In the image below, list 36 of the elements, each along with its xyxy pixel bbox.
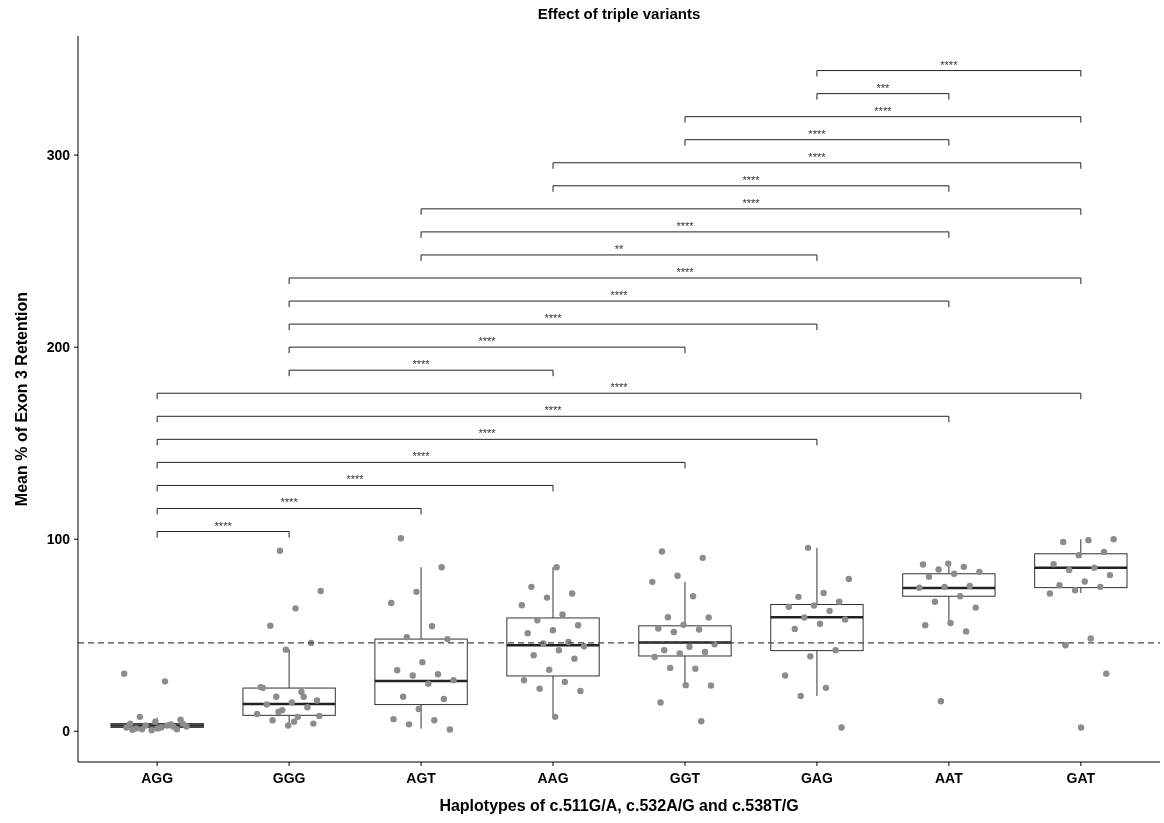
x-tick-label: AGG <box>141 770 174 786</box>
y-tick-label: 0 <box>62 723 71 740</box>
y-tick-label: 100 <box>46 531 71 548</box>
annotation: **** <box>808 150 827 163</box>
annotation: **** <box>478 335 497 348</box>
x-tick-label: GGG <box>272 770 306 786</box>
annotation: *** <box>876 81 891 94</box>
x-tick-label: GAT <box>1066 770 1096 786</box>
annotation: **** <box>412 358 431 371</box>
chart-title: Effect of triple variants <box>537 5 701 22</box>
annotation: **** <box>544 404 563 417</box>
x-tick-label: AGT <box>406 770 437 786</box>
annotation: **** <box>874 104 893 117</box>
annotation: **** <box>478 427 497 440</box>
annotation: **** <box>742 173 761 186</box>
annotation: **** <box>214 519 233 532</box>
x-tick-label: GAG <box>800 770 833 786</box>
annotation: **** <box>676 219 695 232</box>
y-tick-label: 300 <box>46 147 71 164</box>
annotation: **** <box>676 266 695 278</box>
x-tick-label: GGT <box>669 770 701 786</box>
annotation: **** <box>742 196 761 209</box>
annotation: **** <box>808 127 827 140</box>
annotation: **** <box>346 473 365 486</box>
annotation: **** <box>544 312 563 325</box>
annotation: **** <box>412 450 431 463</box>
annotation: **** <box>280 496 299 509</box>
x-tick-label: AAG <box>537 770 569 786</box>
annotation: **** <box>610 381 629 394</box>
y-axis-title: Mean % of Exon 3 Retention <box>13 291 30 507</box>
x-axis-title: Haplotypes of c.511G/A, c.532A/G and c.538T/G <box>439 797 799 814</box>
x-tick-label: AAT <box>935 770 964 786</box>
annotation: ** <box>614 242 624 255</box>
annotation: **** <box>610 289 629 302</box>
annotation: **** <box>940 58 959 71</box>
y-tick-label: 200 <box>46 339 71 356</box>
